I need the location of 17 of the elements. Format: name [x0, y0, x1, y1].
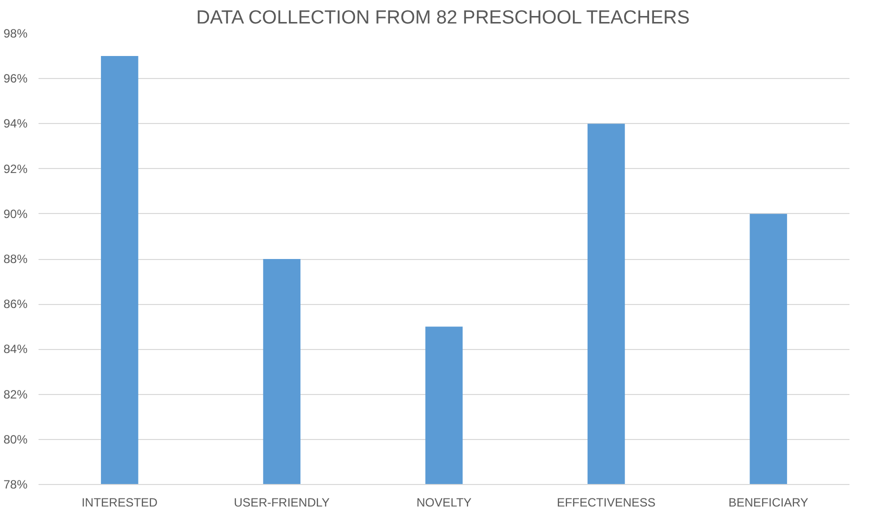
x-tick-label: BENEFICIARY — [728, 496, 808, 510]
y-tick-label: 88% — [3, 252, 28, 266]
y-tick-label: 96% — [3, 72, 28, 86]
y-tick-label: 80% — [3, 432, 28, 446]
y-tick-label: 94% — [3, 116, 28, 131]
y-tick-label: 84% — [3, 342, 28, 356]
y-tick-label: 90% — [3, 206, 28, 221]
chart-title: DATA COLLECTION FROM 82 PRESCHOOL TEACHERS — [196, 8, 690, 28]
x-tick-label: INTERESTED — [82, 496, 158, 510]
y-tick-label: 82% — [3, 387, 28, 402]
y-tick-label: 98% — [3, 26, 28, 40]
y-tick-label: 78% — [3, 478, 28, 492]
x-tick-label: USER-FRIENDLY — [234, 496, 330, 510]
y-tick-label: 92% — [3, 162, 28, 176]
x-tick-label: NOVELTY — [416, 496, 472, 510]
x-tick-label: EFFECTIVENESS — [556, 496, 656, 510]
y-tick-label: 86% — [3, 297, 28, 312]
